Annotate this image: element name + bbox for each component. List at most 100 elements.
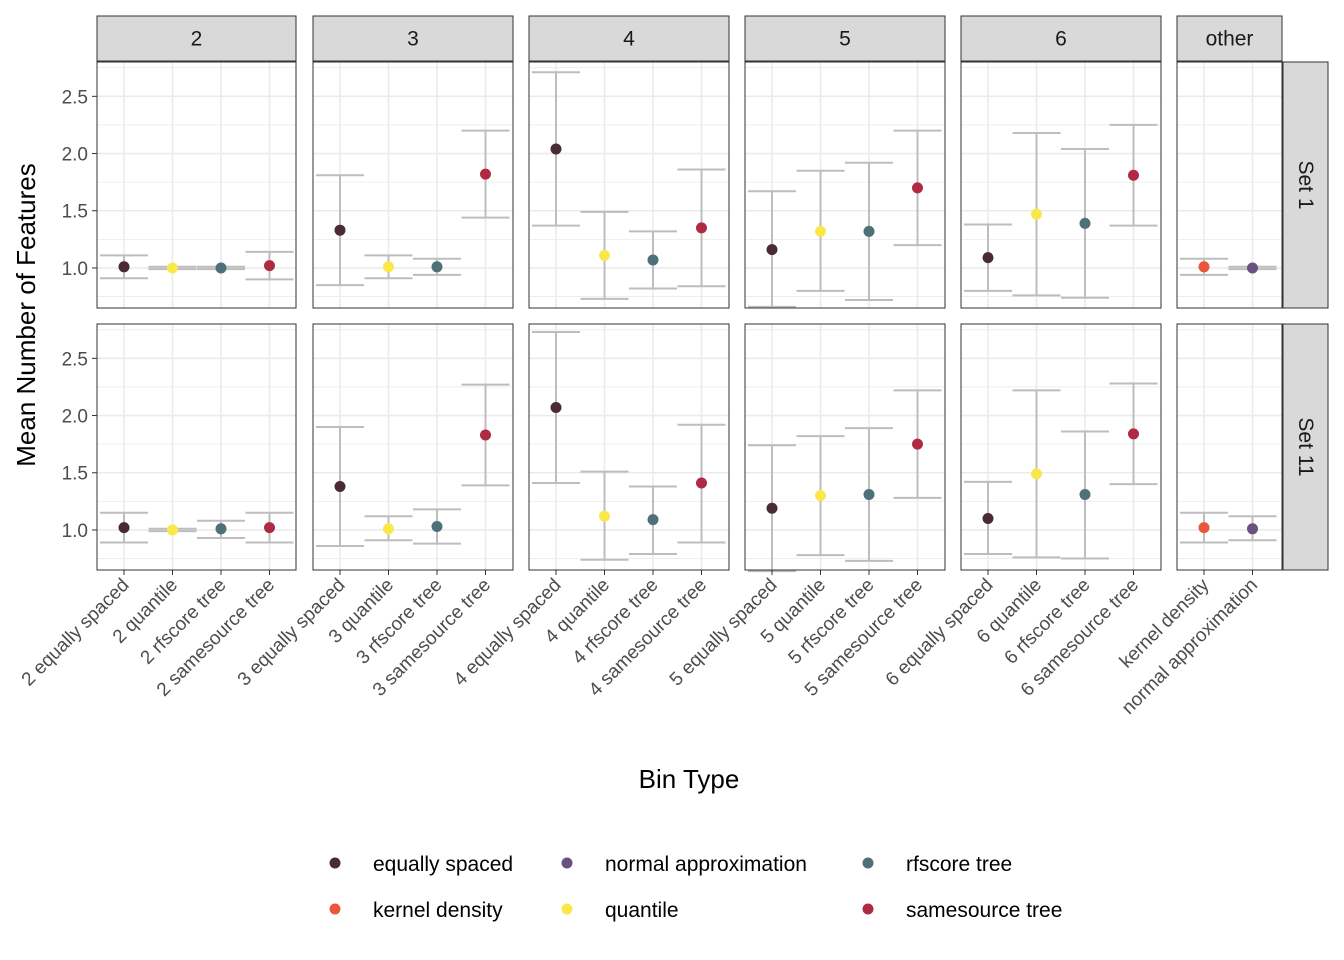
facet-strip-2: [96, 15, 297, 62]
data-point: [696, 222, 707, 234]
data-point: [431, 521, 443, 533]
legend-item: equally spaced: [329, 853, 513, 876]
panel-set-1-5: [744, 61, 946, 309]
facet-strip-label: 2: [191, 28, 203, 51]
facet-strip-label: 3: [407, 28, 419, 51]
data-point: [167, 524, 178, 536]
data-point: [1128, 169, 1139, 181]
data-point: [766, 502, 778, 514]
y-tick-label: 2.5: [62, 349, 88, 370]
legend-item: samesource tree: [862, 899, 1062, 922]
data-point: [647, 254, 659, 266]
panel-border: [960, 61, 1162, 309]
panel-set-11-5: [744, 323, 946, 573]
panel-background: [1177, 324, 1282, 570]
facet-strip-5: [744, 15, 946, 62]
data-point: [912, 182, 923, 194]
panel-border: [960, 323, 1162, 571]
data-point: [334, 480, 346, 492]
strips-layer: 2 3 4 5 6 other Set 1 Set 11: [96, 15, 1329, 571]
legend-item: quantile: [561, 899, 679, 922]
data-point: [1079, 217, 1091, 229]
data-point: [215, 523, 227, 535]
panel-background: [313, 324, 513, 570]
panel-background: [313, 62, 513, 308]
y-tick-label: 2.0: [62, 407, 88, 428]
panel-border: [1176, 61, 1283, 309]
data-point: [383, 261, 394, 273]
panel-background: [961, 62, 1161, 308]
legend-label: equally spaced: [373, 853, 513, 876]
data-point: [480, 168, 491, 180]
data-point: [982, 252, 994, 264]
row-strip-label: Set 11: [1294, 417, 1317, 476]
legend-key: [329, 857, 341, 869]
y-tick-label: 1.5: [62, 464, 88, 485]
panel-set-11-4: [528, 323, 730, 571]
data-point: [383, 523, 394, 535]
legend-key: [561, 857, 573, 869]
legend-label: samesource tree: [906, 899, 1062, 922]
data-point: [480, 429, 491, 441]
facet-strip-label: 6: [1055, 28, 1067, 51]
data-point: [863, 225, 875, 237]
data-point: [1198, 522, 1210, 534]
data-point: [912, 438, 923, 450]
panel-background: [529, 324, 729, 570]
panel-set-11-6: [960, 323, 1162, 571]
panel-background: [745, 324, 945, 570]
panel-border: [528, 61, 730, 309]
y-tick-label: 2.5: [62, 87, 88, 108]
panel-set-1-3: [312, 61, 514, 309]
panel-set-11-3: [312, 323, 514, 571]
legend-item: kernel density: [329, 899, 503, 922]
y-tick-label: 1.0: [62, 521, 88, 542]
legend-key: [329, 903, 341, 915]
legend: equally spaced normal approximation rfscor…: [329, 853, 1062, 922]
data-point: [264, 260, 275, 272]
y-tick-label: 2.0: [62, 145, 88, 166]
facet-strip-4: [528, 15, 730, 62]
data-point: [431, 261, 443, 273]
data-point: [766, 244, 778, 256]
panel-background: [961, 324, 1161, 570]
panel-set-1-2: [96, 61, 297, 309]
data-point: [215, 262, 227, 274]
panel-background: [745, 62, 945, 308]
panel-border: [528, 323, 730, 571]
panel-set-1-6: [960, 61, 1162, 309]
panel-set-1-other: [1176, 61, 1283, 309]
panel-border: [744, 61, 946, 309]
y-axis-title: Mean Number of Features: [11, 163, 41, 466]
legend-label: kernel density: [373, 899, 503, 922]
panel-set-11-2: [96, 323, 297, 571]
data-point: [1247, 523, 1258, 535]
data-point: [1031, 208, 1042, 220]
panel-background: [1177, 62, 1282, 308]
panel-border: [744, 323, 946, 571]
data-point: [264, 522, 275, 534]
data-point: [815, 490, 826, 502]
row-strip-set-1: [1282, 61, 1329, 309]
data-point: [815, 225, 826, 237]
legend-label: quantile: [605, 899, 679, 922]
facet-strip-3: [312, 15, 514, 62]
row-strip-set-11: [1282, 323, 1329, 571]
legend-item: rfscore tree: [862, 853, 1012, 876]
data-point: [982, 513, 994, 525]
legend-label: normal approximation: [605, 853, 807, 876]
data-point: [1128, 428, 1139, 440]
data-point: [167, 262, 178, 274]
facet-strip-other: [1176, 15, 1283, 62]
panel-border: [312, 323, 514, 571]
panel-background: [97, 324, 296, 570]
data-point: [1079, 488, 1091, 500]
data-point: [118, 522, 130, 534]
legend-key: [862, 857, 874, 869]
data-point: [1247, 262, 1258, 274]
panel-background: [529, 62, 729, 308]
legend-item: normal approximation: [561, 853, 807, 876]
row-strip-label: Set 1: [1294, 160, 1317, 209]
facet-strip-label: 5: [839, 28, 851, 51]
